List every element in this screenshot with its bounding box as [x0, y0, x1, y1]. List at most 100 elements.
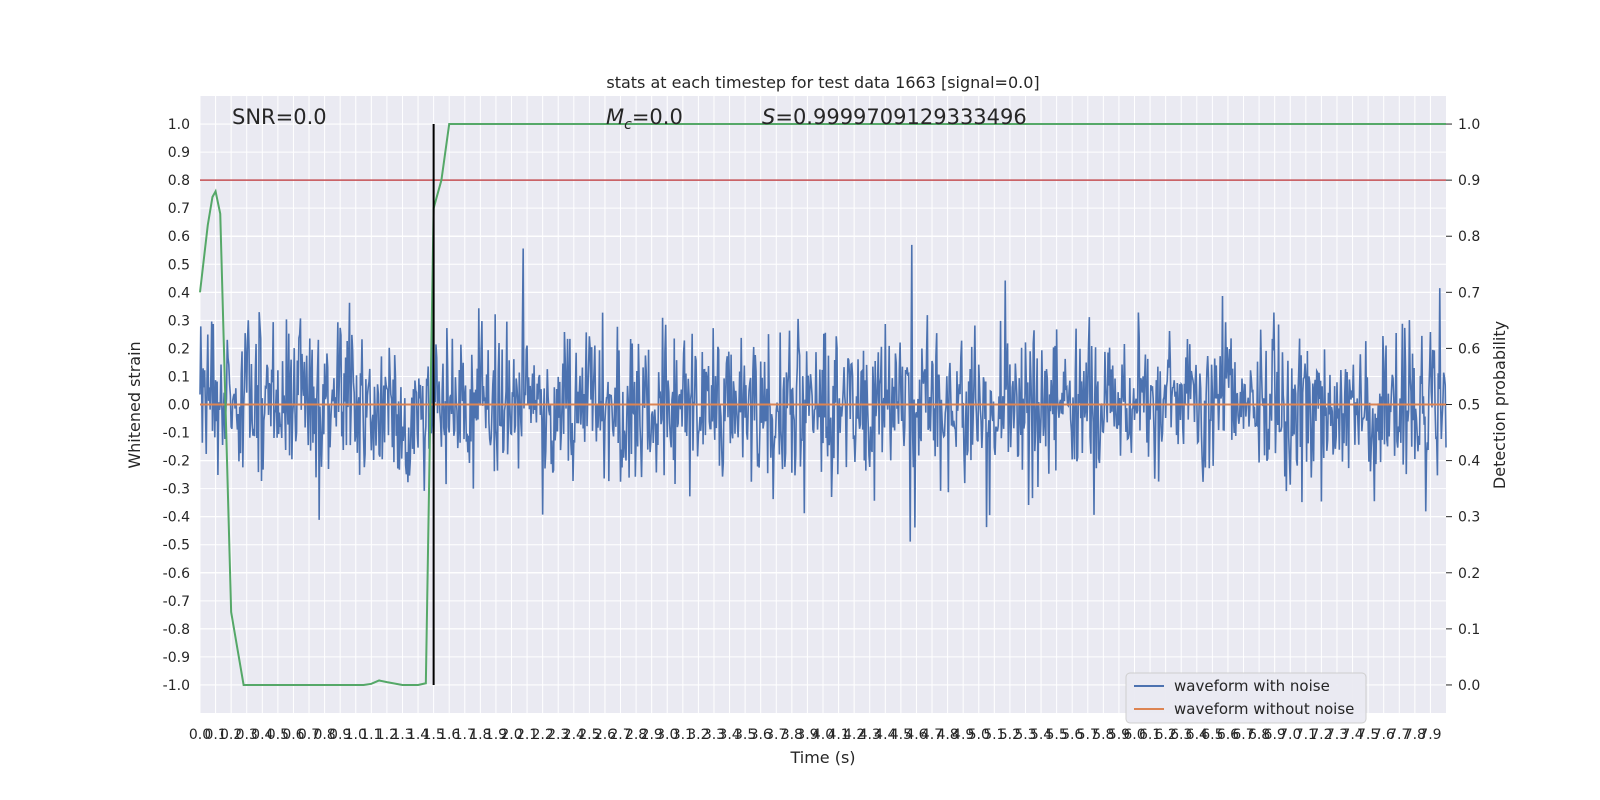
snr-annotation: SNR=0.0	[232, 105, 327, 129]
chart-title: stats at each timestep for test data 166…	[606, 73, 1039, 92]
y-tick-label: 0.6	[168, 229, 190, 245]
x-tick-label: 2.5	[578, 727, 600, 743]
x-tick-label: 7.9	[1419, 727, 1441, 743]
x-tick-label: 0.7	[298, 727, 320, 743]
mc-symbol: M	[606, 105, 624, 129]
x-tick-label: 1.9	[485, 727, 507, 743]
x-tick-label: 4.8	[936, 727, 958, 743]
mc-value: =0.0	[632, 105, 683, 129]
x-tick-label: 2.8	[625, 727, 647, 743]
x-tick-label: 6.1	[1139, 727, 1161, 743]
probability-path	[199, 123, 1446, 686]
score-annotation: S=0.9999709129333496	[762, 105, 1027, 129]
y-tick-label: -0.5	[163, 538, 190, 554]
x-tick-label: 3.4	[718, 727, 740, 743]
x-tick-label: 2.0	[500, 727, 522, 743]
y2-tick-label: 0.5	[1458, 398, 1480, 414]
y-tick-label: -0.6	[163, 566, 190, 582]
x-tick-label: 4.3	[859, 727, 881, 743]
y-tick-label: 0.1	[168, 369, 190, 385]
x-tick-label: 4.0	[812, 727, 834, 743]
legend-entry-noise: waveform with noise	[1174, 677, 1330, 695]
x-tick-label: 1.3	[391, 727, 413, 743]
y2-tick-label: 0.3	[1458, 510, 1480, 526]
x-tick-label: 6.8	[1248, 727, 1270, 743]
x-tick-label: 0.4	[251, 727, 273, 743]
x-tick-label: 0.5	[267, 727, 289, 743]
series-detection-probability	[199, 123, 1446, 686]
x-tick-label: 5.0	[968, 727, 990, 743]
y2-tick-label: 0.0	[1458, 678, 1480, 694]
y-tick-label: 0.7	[168, 201, 190, 217]
y-tick-label: -0.4	[163, 510, 190, 526]
x-tick-label: 3.6	[750, 727, 772, 743]
y2-tick-label: 0.2	[1458, 566, 1480, 582]
x-tick-label: 6.5	[1201, 727, 1223, 743]
x-axis-label: Time (s)	[789, 748, 855, 767]
x-tick-label: 0.9	[329, 727, 351, 743]
x-tick-label: 3.2	[687, 727, 709, 743]
x-tick-label: 0.2	[220, 727, 242, 743]
x-tick-label: 1.5	[422, 727, 444, 743]
x-tick-label: 7.5	[1357, 727, 1379, 743]
x-tick-label: 5.2	[999, 727, 1021, 743]
y-tick-label: -0.3	[163, 482, 190, 498]
x-tick-label: 4.6	[905, 727, 927, 743]
legend-box	[1125, 672, 1367, 724]
y-tick-label: 0.4	[168, 285, 190, 301]
y-tick-label: -0.8	[163, 622, 190, 638]
y-tick-label: 0.2	[168, 341, 190, 357]
x-tick-label: 7.3	[1326, 727, 1348, 743]
x-tick-label: 6.3	[1170, 727, 1192, 743]
x-tick-label: 1.6	[438, 727, 460, 743]
y-axis-left-ticks: 1.0 0.9 0.8 0.7 0.6 0.5 0.4 0.3 0.2 0.1 0.0 -0.1 -0.…	[163, 117, 190, 694]
x-tick-label: 2.4	[563, 727, 585, 743]
s-symbol: S	[762, 105, 775, 129]
y-tick-label: 0.5	[168, 257, 190, 273]
x-tick-label: 7.2	[1310, 727, 1332, 743]
legend-entry-clean: waveform without noise	[1174, 700, 1354, 718]
x-tick-label: 6.0	[1123, 727, 1145, 743]
x-tick-label: 4.9	[952, 727, 974, 743]
x-tick-label: 0.3	[236, 727, 258, 743]
y-axis-right-label: Detection probability	[1490, 321, 1509, 489]
y-tick-label: -0.7	[163, 594, 190, 610]
y2-tick-label: 0.1	[1458, 622, 1480, 638]
x-tick-label: 1.4	[407, 727, 429, 743]
x-tick-label: 6.7	[1232, 727, 1254, 743]
x-tick-label: 2.7	[609, 727, 631, 743]
mc-subscript: c	[624, 117, 632, 133]
x-tick-label: 1.7	[454, 727, 476, 743]
x-tick-label: 5.7	[1077, 727, 1099, 743]
x-tick-label: 5.6	[1061, 727, 1083, 743]
x-tick-label: 4.2	[843, 727, 865, 743]
y-tick-label: -0.9	[163, 650, 190, 666]
y2-tick-label: 0.7	[1458, 285, 1480, 301]
x-tick-label: 7.0	[1279, 727, 1301, 743]
x-tick-label: 2.3	[547, 727, 569, 743]
y-tick-label: -0.1	[163, 426, 190, 442]
x-tick-label: 0.1	[204, 727, 226, 743]
x-tick-label: 4.5	[890, 727, 912, 743]
x-tick-label: 0.6	[282, 727, 304, 743]
x-tick-label: 2.6	[594, 727, 616, 743]
x-tick-label: 2.2	[532, 727, 554, 743]
s-value: =0.9999709129333496	[775, 105, 1026, 129]
chirp-mass-annotation: Mc=0.0	[606, 105, 683, 133]
y-tick-label: 0.0	[168, 398, 190, 414]
x-tick-label: 3.0	[656, 727, 678, 743]
x-tick-label: 5.9	[1108, 727, 1130, 743]
y-axis-right-ticks: 1.0 0.9 0.8 0.7 0.6 0.5 0.4 0.3 0.2 0.1 0.0	[1446, 117, 1480, 694]
x-tick-label: 3.1	[672, 727, 694, 743]
x-tick-label: 1.2	[376, 727, 398, 743]
x-tick-label: 7.8	[1404, 727, 1426, 743]
series-waveform-with-noise	[199, 244, 1447, 542]
x-tick-label: 4.4	[874, 727, 896, 743]
x-tick-label: 3.9	[796, 727, 818, 743]
x-tick-label: 1.0	[345, 727, 367, 743]
x-tick-label: 6.9	[1264, 727, 1286, 743]
x-tick-label: 7.4	[1341, 727, 1363, 743]
x-tick-label: 3.5	[734, 727, 756, 743]
x-tick-label: 6.2	[1155, 727, 1177, 743]
x-tick-label: 5.8	[1092, 727, 1114, 743]
